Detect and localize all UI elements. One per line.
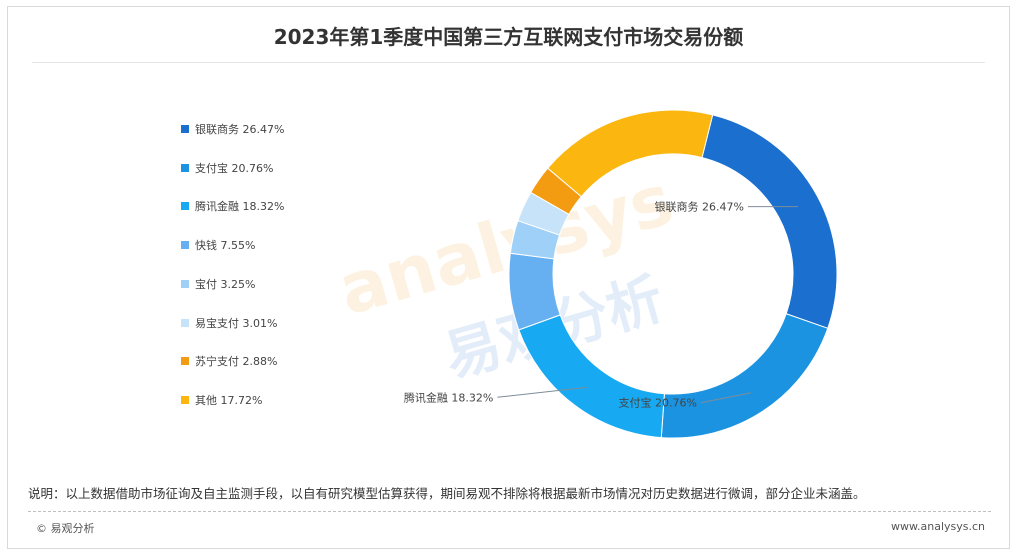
- legend-item: 支付宝 20.76%: [181, 160, 273, 176]
- title-divider: [32, 62, 985, 63]
- footnote-divider: [28, 511, 991, 512]
- footnote: 说明：以上数据借助市场征询及自主监测手段，以自有研究模型估算获得，期间易观不排除…: [28, 486, 866, 501]
- legend-swatch: [181, 202, 189, 211]
- callout-label-2: 腾讯金融 18.32%: [404, 390, 493, 404]
- donut-slice-1: [660, 313, 829, 439]
- legend-swatch: [181, 318, 189, 327]
- donut-slices: [508, 109, 838, 439]
- source-credit: © 易观分析: [36, 522, 95, 535]
- legend-label: 快钱 7.55%: [195, 239, 256, 253]
- legend-item: 宝付 3.25%: [181, 276, 255, 292]
- legend-label: 苏宁支付 2.88%: [195, 355, 278, 369]
- legend-swatch: [181, 163, 189, 172]
- legend-swatch: [181, 357, 189, 366]
- callout-label-1: 支付宝 20.76%: [618, 396, 696, 410]
- legend-label: 宝付 3.25%: [195, 277, 256, 291]
- watermark-logo: analysys 易观分析: [330, 158, 682, 390]
- legend-swatch: [181, 125, 189, 133]
- donut-slice-0: [701, 114, 838, 329]
- legend-label: 腾讯金融 18.32%: [195, 200, 285, 214]
- legend-item: 苏宁支付 2.88%: [181, 353, 277, 369]
- legend-swatch: [181, 395, 189, 404]
- callout-line-1: [700, 392, 752, 404]
- legend-label: 银联商务 26.47%: [195, 123, 285, 136]
- legend-item: 快钱 7.55%: [181, 237, 255, 253]
- legend-item: 其他 17.72%: [181, 392, 262, 408]
- legend-item: 易宝支付 3.01%: [181, 315, 277, 331]
- callout-line-2: [497, 386, 588, 398]
- legend-item: 银联商务 26.47%: [181, 121, 284, 137]
- legend-label: 易宝支付 3.01%: [195, 316, 278, 330]
- legend-swatch: [181, 279, 189, 288]
- donut-callouts: 银联商务 26.47% 支付宝 20.76% 腾讯金融 18.32%: [404, 200, 798, 410]
- chart-title: 2023年第1季度中国第三方互联网支付市场交易份额: [273, 25, 744, 49]
- legend-item: 腾讯金融 18.32%: [181, 198, 284, 214]
- legend-swatch: [181, 241, 189, 250]
- legend-label: 支付宝 20.76%: [195, 161, 274, 175]
- website-link[interactable]: www.analysys.cn: [891, 520, 985, 533]
- donut-slice-7: [547, 109, 714, 198]
- callout-label-0: 银联商务 26.47%: [655, 200, 744, 214]
- legend-label: 其他 17.72%: [195, 393, 263, 407]
